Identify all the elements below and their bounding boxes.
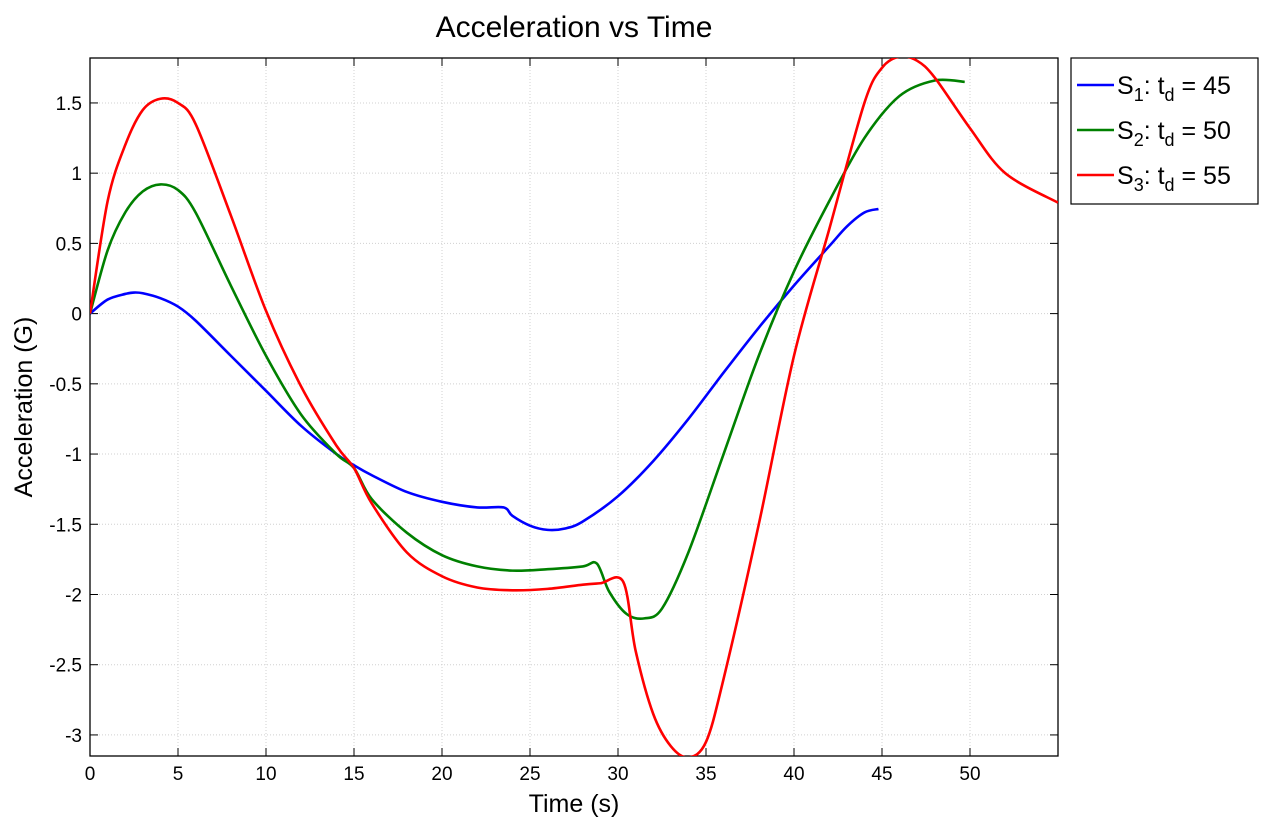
- y-tick-label: -1.5: [49, 515, 82, 536]
- x-tick-label: 15: [343, 764, 364, 785]
- y-axis-label: Acceleration (G): [10, 317, 38, 498]
- x-tick-label: 30: [607, 764, 628, 785]
- x-tick-label: 25: [519, 764, 540, 785]
- y-tick-label: 1.5: [56, 94, 82, 115]
- x-tick-label: 10: [255, 764, 276, 785]
- legend-entry-3: S3: td = 55: [1117, 162, 1231, 195]
- y-tick-label: 0.5: [56, 234, 82, 255]
- series-line-1: [90, 207, 879, 532]
- y-tick-label: 1: [71, 164, 82, 185]
- legend-entry-1: S1: td = 45: [1117, 72, 1231, 105]
- series-line-2: [90, 78, 965, 620]
- x-tick-label: 35: [695, 764, 716, 785]
- axis-ticks: 0 5 10 15 20 25 30 35 40 45 50 -3 -2.5 -2 -1.5 -1 -0.5 0 0…: [49, 58, 1058, 785]
- series-line-3: [90, 58, 1058, 756]
- x-tick-label: 40: [783, 764, 804, 785]
- x-tick-label: 20: [431, 764, 452, 785]
- x-axis-label: Time (s): [529, 790, 620, 818]
- x-tick-label: 50: [959, 764, 980, 785]
- grid-lines: [89, 58, 1058, 756]
- x-tick-label: 45: [871, 764, 892, 785]
- chart-title: Acceleration vs Time: [436, 11, 713, 44]
- y-tick-label: -3: [65, 726, 82, 747]
- y-tick-label: -2: [65, 585, 82, 606]
- plot-area: [89, 57, 1059, 757]
- y-tick-label: -2.5: [49, 656, 82, 677]
- y-tick-label: -1: [65, 445, 82, 466]
- y-tick-label: 0: [71, 305, 82, 326]
- legend-entry-2: S2: td = 50: [1117, 117, 1231, 150]
- legend: S1: td = 45 S2: td = 50 S3: td = 55: [1070, 57, 1259, 205]
- series-lines: [90, 58, 1058, 756]
- x-tick-label: 5: [173, 764, 184, 785]
- y-tick-label: -0.5: [49, 375, 82, 396]
- x-tick-label: 0: [85, 764, 96, 785]
